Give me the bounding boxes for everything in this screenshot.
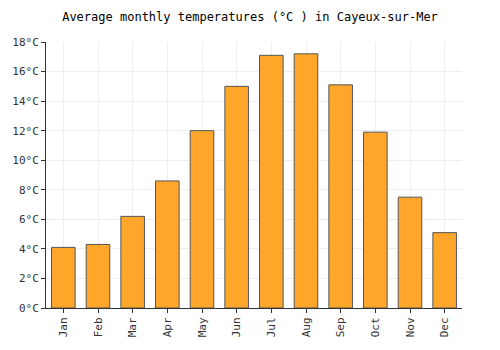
svg-text:2°C: 2°C: [19, 272, 39, 285]
svg-text:May: May: [196, 317, 209, 337]
svg-text:10°C: 10°C: [12, 154, 39, 167]
svg-text:16°C: 16°C: [12, 65, 39, 78]
svg-text:Nov: Nov: [404, 317, 417, 337]
svg-text:14°C: 14°C: [12, 95, 39, 108]
svg-text:6°C: 6°C: [19, 213, 39, 226]
svg-text:Apr: Apr: [161, 317, 174, 337]
svg-text:8°C: 8°C: [19, 184, 39, 197]
svg-text:Sep: Sep: [334, 317, 347, 337]
svg-text:Mar: Mar: [126, 317, 139, 337]
svg-text:Aug: Aug: [300, 317, 313, 337]
svg-text:0°C: 0°C: [19, 302, 39, 315]
svg-text:Average monthly temperatures (: Average monthly temperatures (°C ) in Ca…: [62, 10, 438, 24]
svg-text:Oct: Oct: [369, 317, 382, 337]
svg-text:Dec: Dec: [438, 317, 451, 337]
svg-text:4°C: 4°C: [19, 243, 39, 256]
svg-text:Feb: Feb: [92, 317, 105, 337]
svg-text:12°C: 12°C: [12, 125, 39, 138]
svg-text:Jun: Jun: [230, 317, 243, 337]
svg-text:Jan: Jan: [57, 317, 70, 337]
svg-text:Jul: Jul: [265, 317, 278, 337]
svg-text:18°C: 18°C: [12, 36, 39, 49]
